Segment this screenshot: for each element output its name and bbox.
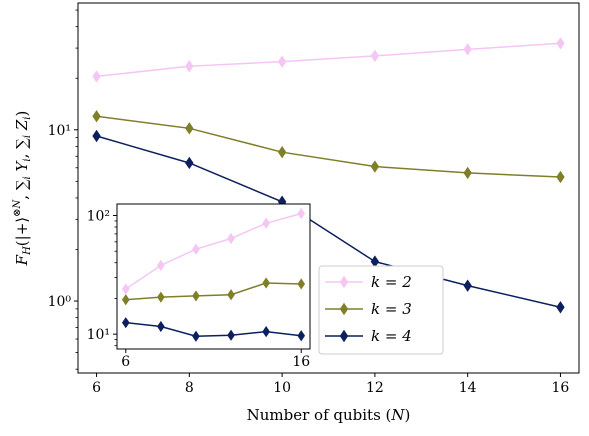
main-y-ticks: 10⁰ 10¹: [48, 9, 78, 370]
main-point-k3-6: [92, 110, 101, 123]
inset-point-k4-10: [192, 330, 200, 342]
inset-plot: 6 16 10¹ 10²: [87, 203, 311, 370]
inset-point-k2-16: [297, 207, 306, 220]
legend-marker-k2: [339, 275, 349, 289]
main-point-k4-8: [185, 156, 194, 170]
main-series-line-k2: [96, 42, 561, 78]
main-point-k2-6: [92, 70, 101, 83]
main-point-k2-10: [277, 55, 287, 68]
inset-background: [117, 204, 310, 349]
inset-series-line-k2: [125, 212, 302, 290]
inset-y-ticks: 10¹ 10²: [87, 209, 117, 347]
inset-point-k3-14: [262, 277, 270, 289]
main-y-tick-label: 10¹: [48, 123, 71, 139]
inset-series-line-k3: [125, 282, 302, 301]
inset-series: [121, 207, 306, 342]
inset-point-k4-14: [262, 326, 270, 338]
legend: k = 2 k = 3 k = 4: [318, 265, 444, 355]
legend-label-k3: k = 3: [371, 300, 412, 318]
inset-y-tick-label: 10¹: [87, 327, 110, 343]
inset-point-k3-12: [227, 289, 235, 301]
inset-point-k2-6: [121, 283, 130, 295]
inset-axes-frame: [116, 203, 311, 350]
main-x-ticks: 6 8 10 12 14 16: [92, 373, 569, 396]
inset-point-k3-10: [192, 290, 200, 302]
main-point-k4-14: [463, 279, 472, 292]
main-x-tick-label: 10: [273, 380, 291, 396]
inset-point-k2-14: [262, 217, 270, 229]
inset-series-line-k4: [125, 321, 302, 338]
main-point-k4-12: [370, 255, 380, 268]
main-x-tick-label: 16: [552, 380, 570, 396]
main-series-line-k3: [96, 115, 561, 178]
main-point-k3-14: [463, 166, 472, 180]
main-x-tick-label: 6: [92, 380, 101, 396]
main-point-k2-12: [370, 49, 380, 63]
inset-point-k4-6: [121, 317, 130, 329]
main-x-tick-label: 8: [185, 380, 194, 396]
main-plot: 6 8 10 12 14 16 10⁰ 10¹ Number of qubits (N) F…: [12, 2, 580, 424]
main-point-k4-6: [92, 129, 101, 143]
inset-point-k2-12: [227, 232, 235, 245]
main-axes-frame: [77, 2, 580, 374]
main-point-k2-14: [463, 43, 472, 56]
legend-label-k2: k = 2: [371, 273, 412, 291]
x-axis-label: Number of qubits (N): [247, 406, 411, 424]
legend-marker-k3: [339, 302, 349, 316]
inset-point-k2-8: [157, 259, 165, 271]
main-point-k3-16: [556, 170, 565, 184]
legend-box: [318, 265, 444, 355]
inset-point-k3-16: [297, 278, 306, 290]
main-point-k4-16: [556, 301, 565, 314]
inset-point-k4-16: [297, 330, 306, 342]
y-axis-label: FH(|+⟩⊗N, ∑i Yi, ∑i Zi): [12, 111, 33, 267]
legend-marker-k4: [339, 329, 349, 343]
main-point-k3-8: [185, 122, 194, 135]
main-point-k3-10: [277, 145, 287, 159]
inset-point-k3-6: [121, 294, 130, 306]
main-point-k2-8: [185, 60, 194, 73]
inset-point-k4-12: [227, 329, 235, 341]
main-y-tick-label: 10⁰: [48, 294, 72, 310]
legend-label-k4: k = 4: [371, 327, 412, 345]
inset-y-tick-label: 10²: [87, 209, 110, 225]
inset-x-tick-label: 6: [121, 354, 130, 370]
main-series: [92, 37, 565, 314]
main-point-k2-16: [556, 37, 565, 50]
inset-x-tick-label: 16: [292, 354, 310, 370]
main-series-line-k4: [96, 135, 561, 308]
main-x-tick-label: 14: [459, 380, 477, 396]
inset-point-k2-10: [192, 243, 200, 255]
main-point-k3-12: [370, 160, 380, 173]
main-x-tick-label: 12: [366, 380, 384, 396]
inset-point-k4-8: [157, 320, 165, 333]
inset-point-k3-8: [157, 291, 165, 303]
inset-x-ticks: 6 16: [121, 349, 310, 370]
